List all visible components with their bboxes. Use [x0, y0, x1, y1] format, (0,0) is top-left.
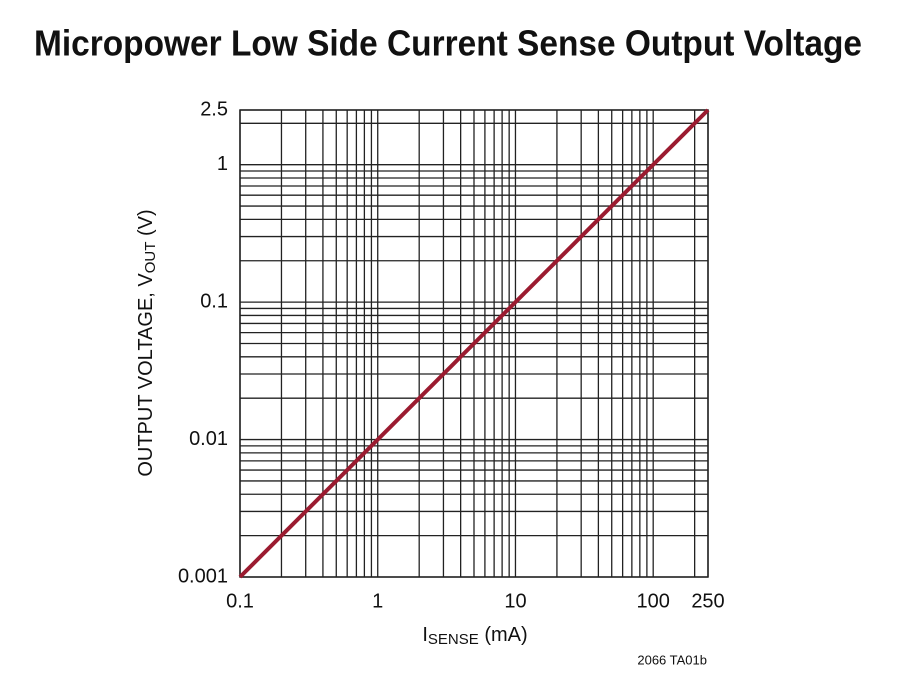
- x-tick-label: 1: [372, 590, 383, 612]
- y-tick-label: 0.001: [178, 565, 228, 587]
- y-axis-label: OUTPUT VOLTAGE, VOUT (V): [135, 209, 159, 476]
- x-tick-label: 10: [504, 590, 526, 612]
- x-label-part: I: [422, 624, 428, 646]
- y-tick-label: 1: [217, 153, 228, 175]
- chart-title: Micropower Low Side Current Sense Output…: [34, 23, 862, 64]
- y-tick-label: 2.5: [200, 98, 228, 120]
- y-label-part: (V): [135, 209, 157, 241]
- x-tick-label: 0.1: [226, 590, 254, 612]
- footnote: 2066 TA01b: [637, 652, 707, 667]
- x-axis-label: ISENSE (mA): [422, 624, 527, 648]
- x-tick-label: 100: [637, 590, 670, 612]
- data-line: [238, 108, 710, 579]
- y-tick-label: 0.1: [200, 290, 228, 312]
- y-label-part: OUTPUT VOLTAGE, V: [135, 273, 157, 477]
- y-tick-label: 0.01: [189, 428, 228, 450]
- y-label-sub: OUT: [142, 242, 159, 274]
- x-label-sub: SENSE: [428, 631, 479, 648]
- plot-frame: [239, 109, 709, 578]
- x-label-part: (mA): [479, 624, 528, 646]
- x-tick-label: 250: [691, 590, 724, 612]
